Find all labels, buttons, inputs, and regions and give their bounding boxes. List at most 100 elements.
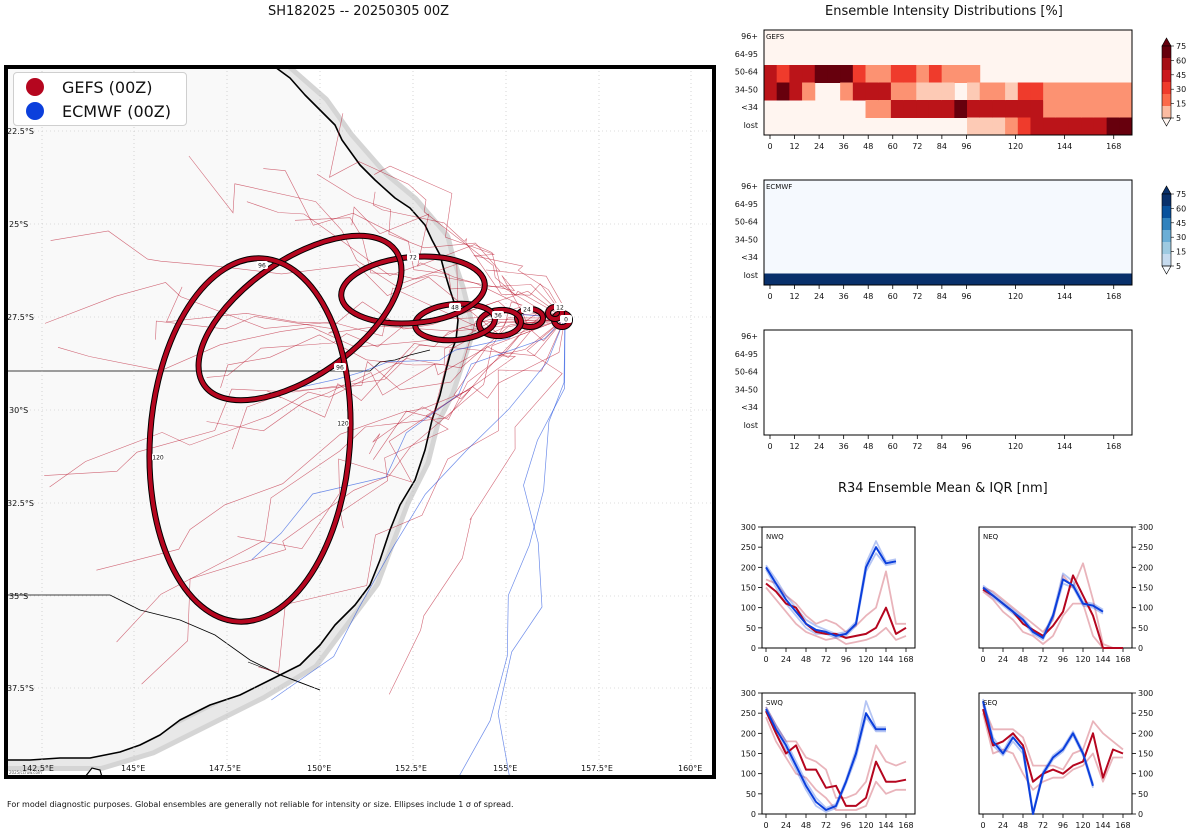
lon-label: 150°E [307,764,331,773]
y-tick-label: 96+ [741,332,758,341]
x-tick-label: 144 [878,821,893,830]
x-tick-label: 168 [1115,655,1130,664]
cbar-bottom-arrow [1161,265,1172,275]
heat-frame [763,329,1133,436]
state-border-east [247,661,321,691]
x-tick-label: 168 [1106,442,1121,451]
heat-cell [890,65,905,83]
quadrant-label: NWQ [766,533,784,541]
ellipse-label: 72 [409,255,417,262]
cbar-tick-label: 60 [1176,204,1186,213]
cbar-segment [1162,70,1171,82]
heat-cell-lost [764,273,1132,285]
x-tick-label: 96 [1058,655,1068,664]
ecmwf-q3-line [765,700,886,809]
y-tick-label: 300 [741,523,756,532]
ellipse-label-bg [554,303,566,311]
heat-cell [1068,82,1082,101]
heat-cell [954,65,968,83]
quadrant-label: SEQ [983,699,998,707]
heat-cell [852,82,867,101]
heat-cell [1081,117,1095,136]
heat-cell [979,82,993,101]
ellipse-label-bg [337,419,349,427]
heat-cell [1043,82,1057,101]
gefs-track [44,317,566,476]
x-tick-label: 96 [961,142,971,151]
tasmania-tip [84,767,103,777]
cbar-segment [1162,218,1171,230]
heat-cell [1055,82,1070,101]
x-tick-label: 84 [937,292,947,301]
heat-cell [916,65,930,83]
lat-label: 27.5°S [7,313,34,322]
heat-frame [763,179,1133,286]
heat-cell [928,82,943,101]
heat-cell [916,82,930,101]
cbar-segment [1162,242,1171,254]
empty-intensity-panel: lost <34 34-50 50-64 64-95 96+ 0 12 24 36 48 60 72 84… [735,329,1133,451]
cbar-segment [1162,230,1171,242]
heat-cell [1081,82,1095,101]
cbar-segment [1162,194,1171,206]
quadrant-label: SWQ [766,699,783,707]
heat-cell [814,65,828,83]
x-tick-label: 168 [898,655,913,664]
x-tick-label: 72 [912,442,922,451]
ellipse-label-bg [560,315,572,323]
ellipse-label-bg [152,453,164,461]
cbar-tick-label: 5 [1176,114,1181,123]
y-tick-label: 200 [741,563,756,572]
x-tick-label: 12 [789,442,799,451]
x-tick-label: 96 [961,442,971,451]
x-tick-label: 24 [781,821,791,830]
track-map[interactable]: 012 24 36 48 72 96 96 120 120 22.5°S 25°S 27.5°S… [4,65,716,785]
y-tick-label: 300 [1138,523,1153,532]
tiny-logo: 2025/ccruw.com [9,770,42,775]
y-tick-label: 250 [741,709,756,718]
heat-cell [840,82,854,101]
heat-cell [1106,117,1120,136]
heat-cell [1068,100,1082,118]
ecmwf-track [271,317,566,701]
x-tick-label: 36 [839,142,849,151]
heat-cell [865,65,879,83]
lat-label: 30°S [9,406,28,415]
gefs-q1-line [765,716,906,811]
x-tick-label: 144 [878,655,893,664]
y-tick-label: 50 [1138,790,1148,799]
heat-cell [764,65,778,83]
gefs-track [372,191,566,319]
legend-dot-gefs [26,78,44,96]
y-tick-label: 50 [746,624,756,633]
heat-cell [928,65,943,83]
heat-cell [1119,117,1133,136]
cbar-segment [1162,254,1171,266]
gefs-q3-line [765,570,906,633]
gefs-track [155,301,566,340]
y-tick-label: 150 [741,750,756,759]
x-tick-label: 168 [1106,292,1121,301]
ecmwf-track [251,317,566,560]
gefs-intensity-panel: lost <34 34-50 50-64 64-95 96+ 0 12 24 36 48 60 72 84… [735,29,1133,151]
heat-cell [1017,100,1031,118]
lat-label: 35°S [9,592,28,601]
y-tick-label: lost [744,271,758,280]
lon-label: 155°E [493,764,517,773]
r34-title: R34 Ensemble Mean & IQR [nm] [838,481,1048,496]
x-tick-label: 96 [961,292,971,301]
ecmwf-track [458,317,566,777]
heat-cell [941,65,955,83]
heat-cell [916,100,930,118]
gefs-track [263,168,566,319]
x-tick-label: 12 [789,292,799,301]
ellipse-label-bg [407,253,419,261]
y-tick-label: <34 [741,253,758,262]
gefs-track [374,165,566,319]
heat-cell [1030,100,1044,118]
lat-label: 32.5°S [7,499,34,508]
cbar-segment [1162,106,1171,118]
gefs-q3-line [982,562,1123,649]
lon-label: 147.5°E [209,764,241,773]
y-tick-label: 150 [741,584,756,593]
